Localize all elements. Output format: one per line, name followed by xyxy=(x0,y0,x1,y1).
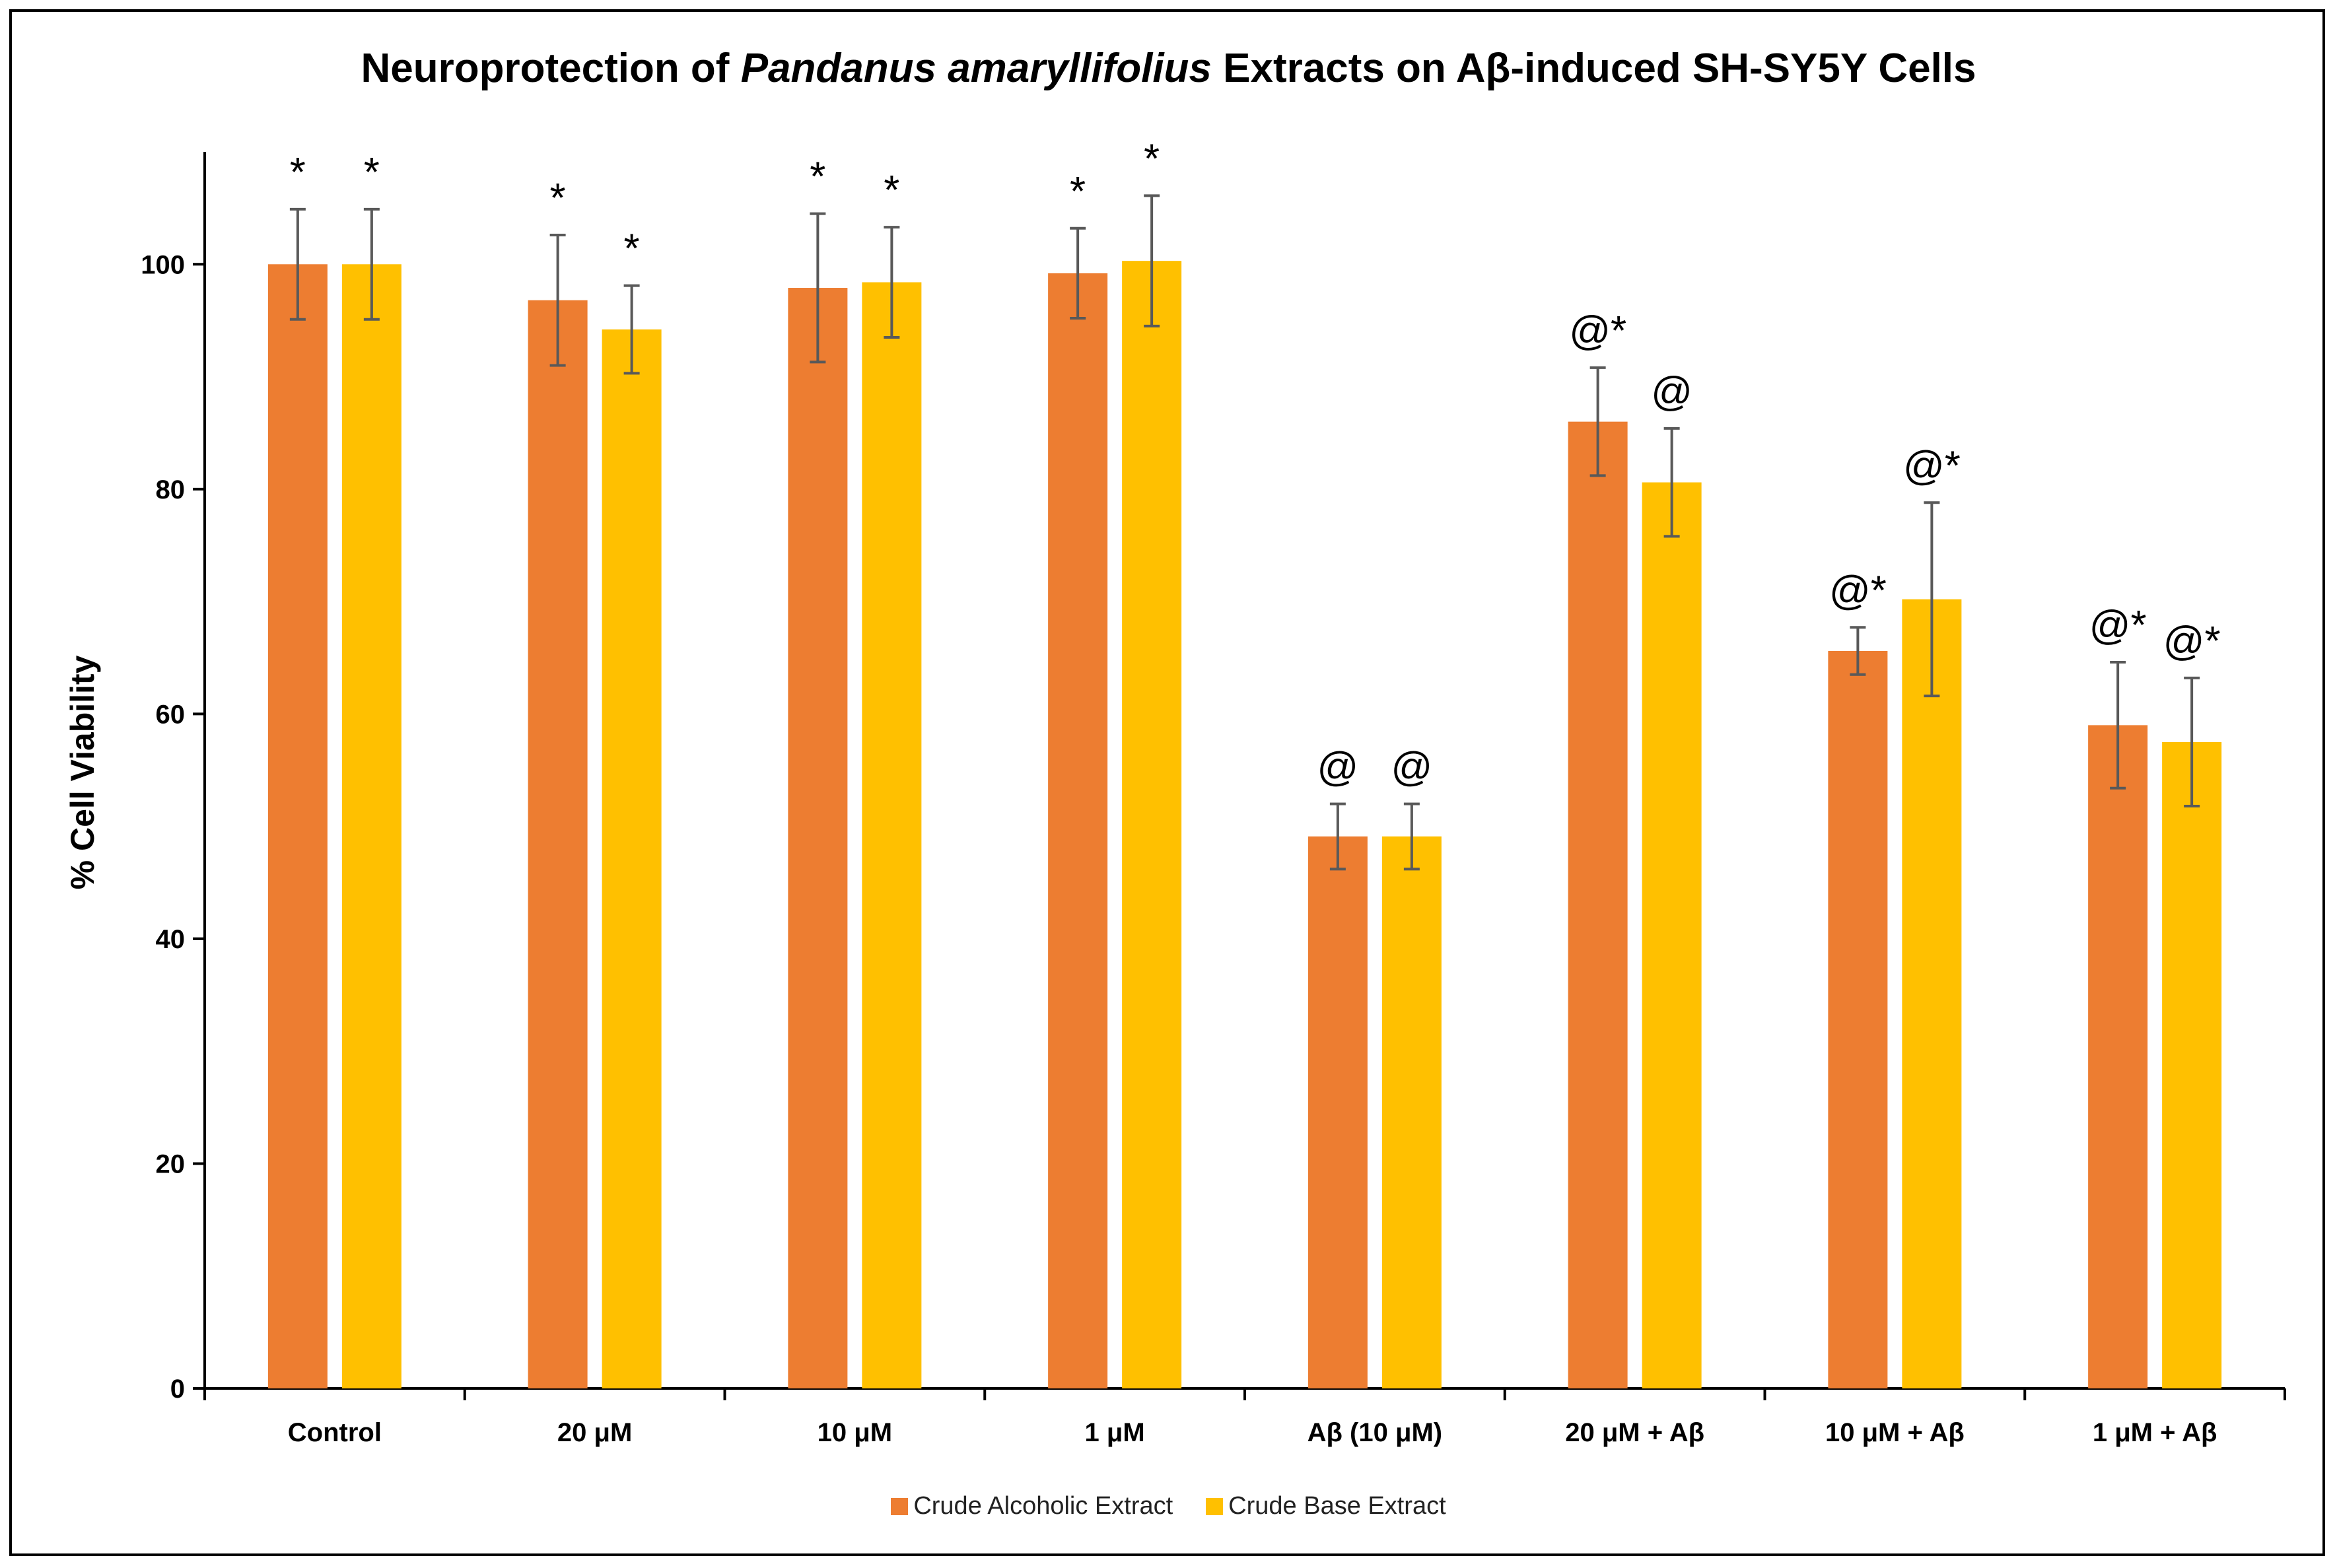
bar xyxy=(1122,261,1182,1388)
bar xyxy=(267,264,328,1389)
significance-marker: @ xyxy=(1391,745,1432,790)
legend-item-base: Crude Base Extract xyxy=(1206,1492,1446,1520)
significance-marker: * xyxy=(624,226,640,272)
legend-label-base: Crude Base Extract xyxy=(1228,1492,1446,1520)
legend: Crude Alcoholic Extract Crude Base Extra… xyxy=(0,1492,2337,1520)
bar xyxy=(341,264,401,1389)
chart-title-suffix: Extracts on Aβ-induced SH-SY5Y Cells xyxy=(1211,46,1976,91)
x-tick-label: 10 μM xyxy=(818,1418,892,1447)
chart-title-species: Pandanus amaryllifolius xyxy=(740,46,1212,91)
bar xyxy=(528,300,588,1388)
significance-marker: * xyxy=(1144,136,1160,182)
significance-marker: @* xyxy=(1569,308,1626,354)
x-tick-label: Control xyxy=(288,1418,382,1447)
x-tick-label: 10 μM + Aβ xyxy=(1825,1418,1965,1447)
significance-marker: * xyxy=(364,150,380,195)
y-tick-label: 40 xyxy=(156,925,186,954)
significance-marker: @* xyxy=(2163,619,2221,664)
significance-marker: * xyxy=(884,168,899,213)
bar xyxy=(1048,273,1108,1388)
x-tick-label: Aβ (10 μM) xyxy=(1308,1418,1442,1447)
chart-title-prefix: Neuroprotection of xyxy=(361,46,741,91)
significance-marker: * xyxy=(550,176,566,221)
legend-swatch-base xyxy=(1206,1497,1224,1515)
x-tick-label: 1 μM xyxy=(1085,1418,1145,1447)
chart-title: Neuroprotection of Pandanus amaryllifoli… xyxy=(0,45,2337,92)
x-tick-label: 1 μM + Aβ xyxy=(2093,1418,2217,1447)
y-tick-label: 20 xyxy=(156,1149,186,1178)
significance-marker: @* xyxy=(2089,603,2147,648)
bar xyxy=(788,288,848,1388)
significance-marker: * xyxy=(290,150,306,195)
bar xyxy=(1642,482,1702,1388)
bar xyxy=(1902,599,1962,1388)
y-tick-label: 100 xyxy=(141,250,185,279)
bar xyxy=(1828,651,1888,1388)
y-tick-label: 0 xyxy=(170,1375,185,1404)
legend-item-alcoholic: Crude Alcoholic Extract xyxy=(891,1492,1173,1520)
y-tick-label: 80 xyxy=(156,475,186,504)
x-tick-label: 20 μM xyxy=(557,1418,632,1447)
y-tick-label: 60 xyxy=(156,700,186,729)
bar xyxy=(2162,741,2222,1388)
significance-marker: * xyxy=(810,154,825,200)
bar xyxy=(1568,421,1628,1388)
significance-marker: @* xyxy=(1903,443,1961,489)
bar xyxy=(602,329,662,1389)
significance-marker: @ xyxy=(1651,369,1692,415)
significance-marker: @ xyxy=(1317,745,1358,790)
bar xyxy=(2088,725,2148,1388)
legend-swatch-alcoholic xyxy=(891,1497,909,1515)
bar xyxy=(1381,836,1442,1388)
x-tick-label: 20 μM + Aβ xyxy=(1565,1418,1704,1447)
significance-marker: @* xyxy=(1829,568,1887,613)
bar xyxy=(1308,836,1368,1388)
significance-marker: * xyxy=(1070,169,1086,215)
legend-label-alcoholic: Crude Alcoholic Extract xyxy=(913,1492,1173,1520)
bar xyxy=(862,282,922,1388)
